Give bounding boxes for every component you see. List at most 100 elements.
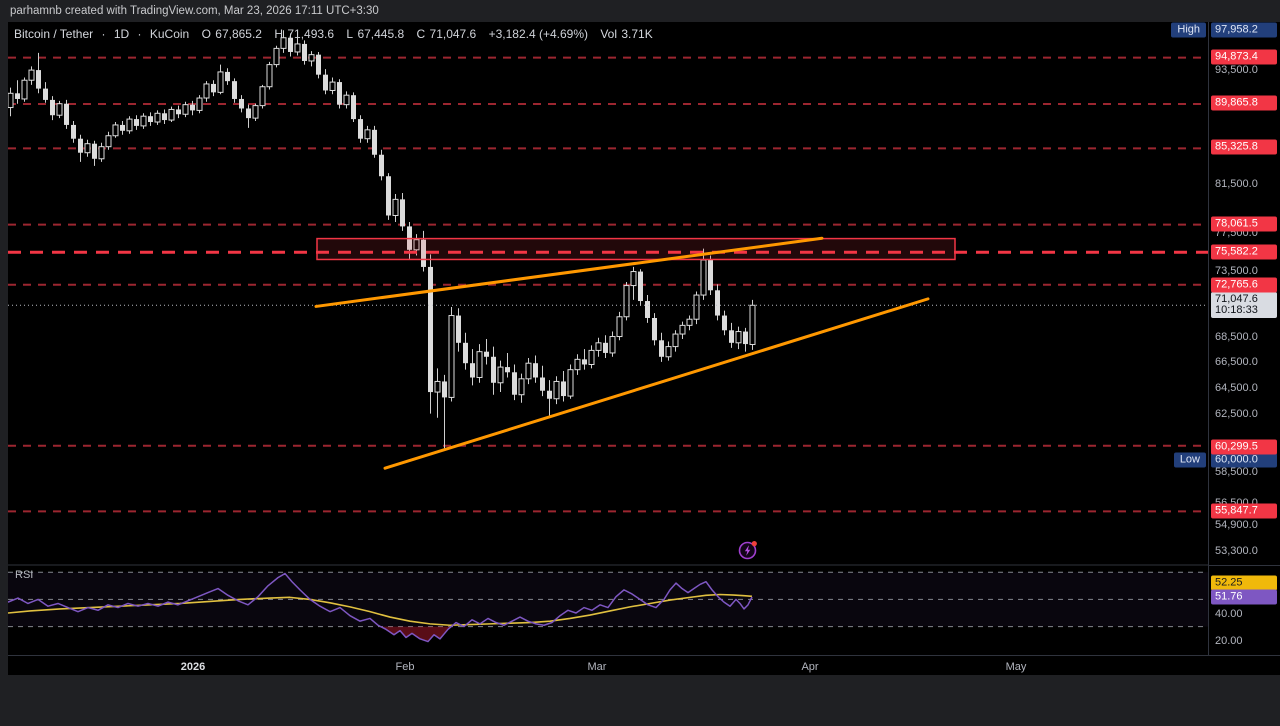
time-label: Mar bbox=[587, 661, 607, 673]
candle bbox=[273, 45, 280, 68]
candle bbox=[686, 315, 693, 331]
candle bbox=[217, 64, 224, 95]
candle bbox=[434, 368, 441, 418]
candle bbox=[120, 121, 125, 135]
current-price-badge: 71,047.6 10:18:33 bbox=[1211, 292, 1277, 318]
price-tick: 62,500.0 bbox=[1215, 408, 1258, 420]
candle bbox=[616, 311, 623, 341]
session-low-chip: Low bbox=[1173, 452, 1206, 468]
candle bbox=[329, 77, 336, 95]
time-label: 2026 bbox=[180, 661, 206, 673]
open-value: 67,865.2 bbox=[215, 27, 262, 41]
legend-separator: · bbox=[137, 27, 142, 41]
candle bbox=[476, 344, 483, 383]
candle bbox=[126, 116, 133, 134]
price-chart-canvas[interactable] bbox=[7, 22, 1208, 675]
candle bbox=[358, 115, 363, 143]
candle bbox=[196, 95, 203, 114]
footer-bar: TradingView bbox=[0, 675, 1280, 726]
open-label: O bbox=[201, 27, 211, 41]
flash-event-icon[interactable] bbox=[737, 539, 759, 561]
candle bbox=[428, 254, 433, 414]
candle bbox=[280, 30, 287, 53]
candle bbox=[337, 79, 342, 109]
candle bbox=[588, 345, 595, 369]
candle bbox=[595, 337, 602, 357]
candle bbox=[665, 341, 672, 361]
candle bbox=[84, 139, 91, 157]
candle bbox=[715, 284, 720, 321]
candle bbox=[672, 330, 679, 352]
candle bbox=[525, 358, 532, 385]
candle bbox=[162, 109, 167, 124]
candle bbox=[134, 115, 139, 130]
candle bbox=[505, 352, 510, 378]
candle bbox=[239, 95, 244, 113]
candle bbox=[645, 295, 650, 323]
candle bbox=[372, 125, 377, 158]
level-price-badge: 55,847.7 bbox=[1211, 503, 1277, 519]
symbol-name[interactable]: Bitcoin / Tether bbox=[14, 27, 94, 41]
candle bbox=[679, 321, 686, 340]
candle bbox=[28, 66, 35, 85]
lightning-bolt-icon bbox=[744, 545, 751, 556]
candle bbox=[540, 365, 545, 397]
candle bbox=[56, 100, 63, 119]
time-axis[interactable]: 2026 Feb Mar Apr May bbox=[8, 655, 1280, 676]
candle bbox=[735, 326, 742, 350]
level-price-badge: 85,325.8 bbox=[1211, 139, 1277, 155]
rsi-tick: 40.00 bbox=[1215, 608, 1243, 620]
level-price-badge: 75,582.2 bbox=[1211, 244, 1277, 260]
price-tick: 81,500.0 bbox=[1215, 178, 1258, 190]
candle bbox=[190, 100, 195, 116]
candle bbox=[497, 360, 504, 393]
candle bbox=[708, 255, 713, 296]
candle bbox=[259, 84, 266, 109]
high-value: 71,493.6 bbox=[287, 27, 335, 41]
candle bbox=[36, 52, 41, 94]
candle bbox=[722, 310, 727, 336]
candle bbox=[561, 370, 566, 402]
candle bbox=[582, 349, 587, 370]
candle bbox=[484, 339, 489, 365]
session-low-badge: 60,000.0 bbox=[1211, 452, 1277, 468]
level-price-badge: 72,765.6 bbox=[1211, 277, 1277, 293]
level-price-badge: 60,299.5 bbox=[1211, 439, 1277, 455]
candle bbox=[533, 355, 538, 383]
candle bbox=[308, 51, 315, 67]
candle bbox=[553, 376, 560, 405]
candle bbox=[343, 91, 350, 109]
attribution-text: parhamnb created with TradingView.com, M… bbox=[10, 5, 379, 17]
symbol-legend[interactable]: Bitcoin / Tether · 1D · KuCoin O 67,865.… bbox=[14, 27, 658, 41]
candle bbox=[98, 142, 105, 162]
candle bbox=[659, 332, 664, 362]
candle bbox=[7, 87, 14, 117]
low-label: L bbox=[346, 27, 354, 41]
candle bbox=[252, 103, 259, 122]
candle bbox=[112, 122, 119, 138]
price-tick: 53,300.0 bbox=[1215, 545, 1258, 557]
resistance-zone-box bbox=[316, 237, 956, 261]
price-axis[interactable]: High 97,958.2 Low 60,000.0 71,047.6 10:1… bbox=[1171, 22, 1280, 675]
candle bbox=[140, 113, 147, 129]
level-price-badge: 89,865.8 bbox=[1211, 95, 1277, 111]
exchange-label[interactable]: KuCoin bbox=[149, 27, 190, 41]
candle bbox=[512, 364, 517, 401]
interval-label[interactable]: 1D bbox=[113, 27, 130, 41]
candle bbox=[43, 82, 48, 103]
candle bbox=[456, 308, 461, 352]
trendline-lower bbox=[383, 297, 930, 470]
candle bbox=[351, 92, 356, 123]
candle bbox=[182, 101, 189, 118]
rsi-indicator-label[interactable]: RSI bbox=[15, 569, 34, 581]
candle bbox=[71, 121, 76, 143]
candle bbox=[15, 80, 20, 104]
price-tick: 54,900.0 bbox=[1215, 519, 1258, 531]
rsi-tick: 20.00 bbox=[1215, 635, 1243, 647]
chart-pane[interactable] bbox=[7, 22, 1208, 675]
candle bbox=[442, 374, 447, 451]
level-price-badge: 78,061.5 bbox=[1211, 216, 1277, 232]
candle bbox=[364, 125, 371, 143]
candle bbox=[148, 112, 153, 126]
